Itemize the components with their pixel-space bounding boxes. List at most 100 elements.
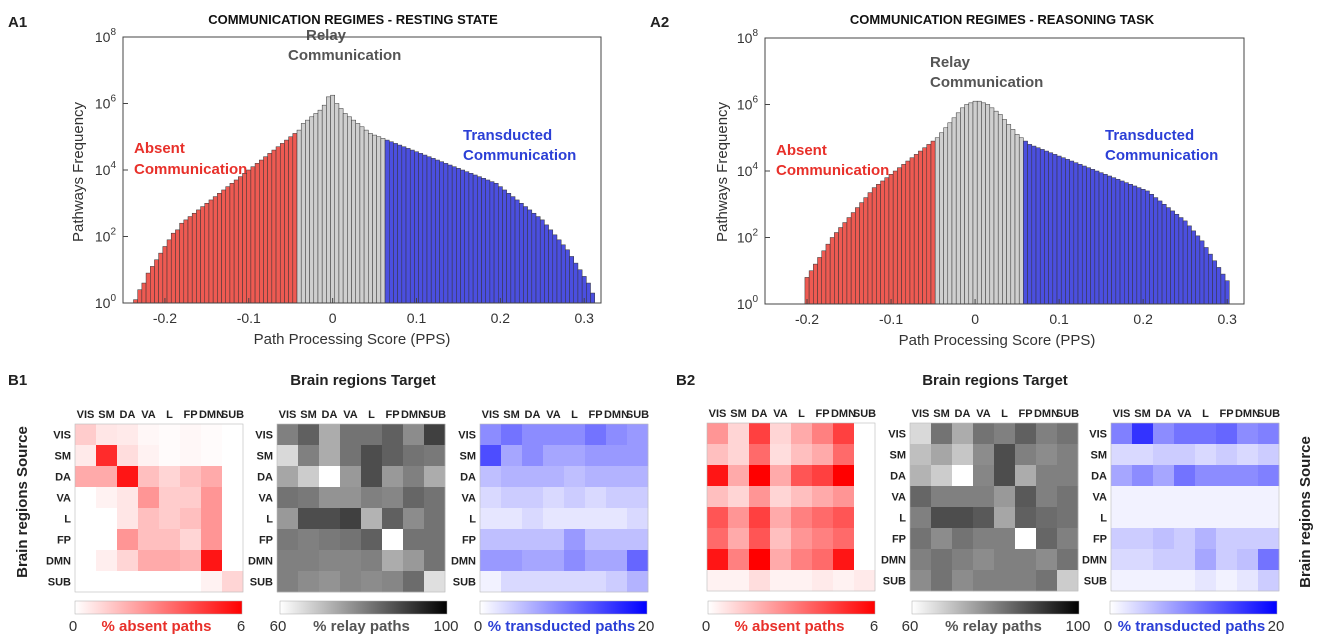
histogram-bar	[376, 136, 382, 304]
histogram-bar	[481, 178, 486, 304]
histogram-bar	[217, 193, 222, 304]
histogram-bar	[422, 154, 428, 304]
histogram-bar	[1094, 170, 1100, 305]
histogram-bar	[170, 232, 176, 304]
column-label: SM	[98, 409, 115, 421]
panel-label-a1: A1	[8, 14, 27, 31]
column-label: L	[1202, 408, 1209, 420]
heatmap-cell	[564, 550, 586, 572]
heatmap-cell	[96, 571, 118, 593]
heatmap-cell	[340, 466, 362, 488]
heatmap-cell	[543, 550, 565, 572]
heatmap-cell	[159, 466, 181, 488]
colorbar-gradient	[911, 600, 1080, 615]
row-label: DA	[257, 472, 273, 484]
heatmap-cell	[522, 445, 544, 467]
heatmap-cell	[952, 549, 974, 571]
x-tick-label: 0.2	[1133, 311, 1153, 327]
column-label: SUB	[626, 409, 649, 421]
heatmap-cell	[298, 487, 320, 509]
column-label: SM	[1134, 408, 1151, 420]
row-label: VIS	[458, 430, 476, 442]
heatmap-cell	[117, 529, 139, 551]
colorbar-max: 6	[237, 618, 245, 634]
heatmap-cell	[1132, 507, 1154, 529]
heatmap-cell	[361, 445, 383, 467]
histogram-bar	[384, 139, 390, 304]
histogram-bar	[456, 168, 461, 304]
colorbar-label: % transducted paths	[488, 618, 636, 634]
heatmap-cell	[833, 465, 855, 487]
column-label: VA	[773, 408, 788, 420]
histogram-bar	[187, 216, 193, 304]
heatmap-cell	[910, 423, 932, 445]
heatmap-cell	[973, 528, 995, 550]
column-label: L	[166, 409, 173, 421]
heatmap-cell	[480, 424, 502, 446]
heatmap-cell	[1132, 444, 1154, 466]
histogram-bar	[493, 183, 499, 304]
histogram-bar	[1182, 220, 1188, 305]
heatmap-cell	[180, 550, 202, 572]
heatmap-cell	[749, 570, 771, 592]
y-tick-label: 102	[737, 228, 759, 246]
heatmap-cell	[833, 486, 855, 508]
heatmap-cell	[403, 550, 425, 572]
heatmap-cell	[854, 465, 876, 487]
row-label: DA	[890, 471, 906, 483]
heatmap-cell	[973, 486, 995, 508]
row-label: SUB	[883, 576, 906, 588]
heatmap-cell	[973, 570, 995, 592]
heatmap-cell	[201, 466, 223, 488]
histogram-bar	[233, 179, 239, 304]
colorbar-relay: 60 100 % relay paths	[270, 600, 459, 634]
histogram-bar	[363, 129, 369, 304]
column-label: SUB	[1257, 408, 1280, 420]
histogram-bar	[1166, 207, 1171, 305]
row-label: VIS	[1089, 429, 1107, 441]
heatmap-cell	[1036, 528, 1058, 550]
heatmap-cell	[707, 465, 729, 487]
heatmap-cell	[319, 445, 341, 467]
heatmap-cell	[707, 444, 729, 466]
heatmap-cell	[361, 508, 383, 530]
heatmap-cell	[180, 487, 202, 509]
heatmap-cell	[1111, 486, 1133, 508]
heatmap-cell	[403, 529, 425, 551]
histogram-bar	[859, 202, 864, 305]
heatmap-cell	[222, 550, 244, 572]
heatmap-cell	[1195, 465, 1217, 487]
histogram-bar	[1216, 267, 1222, 305]
row-label: DA	[1091, 471, 1107, 483]
heatmap-cell	[1015, 528, 1037, 550]
heatmap-cell	[1195, 570, 1217, 592]
heatmap-cell	[1258, 507, 1280, 529]
heatmap-cell	[403, 571, 425, 593]
heatmap-cell	[522, 424, 544, 446]
heatmap-cell	[201, 487, 223, 509]
heatmap-cell	[728, 570, 750, 592]
heatmap-cell	[606, 466, 628, 488]
heatmap-cell	[340, 487, 362, 509]
heatmap-cell	[1174, 507, 1196, 529]
row-label: VA	[259, 493, 274, 505]
histogram-bar	[850, 212, 856, 305]
heatmap-cell	[952, 465, 974, 487]
colorbar-label: % absent paths	[734, 618, 844, 634]
histogram-bar	[1208, 253, 1213, 305]
column-label: VIS	[912, 408, 930, 420]
histogram-bar	[296, 129, 302, 304]
x-tick-label: 0.3	[1217, 311, 1237, 327]
heatmap-cell	[707, 528, 729, 550]
heatmap-cell	[931, 570, 953, 592]
x-tick-label: 0	[329, 310, 337, 326]
heatmap-cell	[627, 466, 649, 488]
heatmap-cell	[1258, 423, 1280, 445]
colorbar-label: % absent paths	[101, 618, 211, 634]
heatmap-cell	[1132, 423, 1154, 445]
heatmap-cell	[159, 445, 181, 467]
histogram-bar	[259, 159, 264, 304]
heatmap-cell	[138, 529, 160, 551]
heatmap-cell	[180, 529, 202, 551]
heatmap-cell	[222, 445, 244, 467]
